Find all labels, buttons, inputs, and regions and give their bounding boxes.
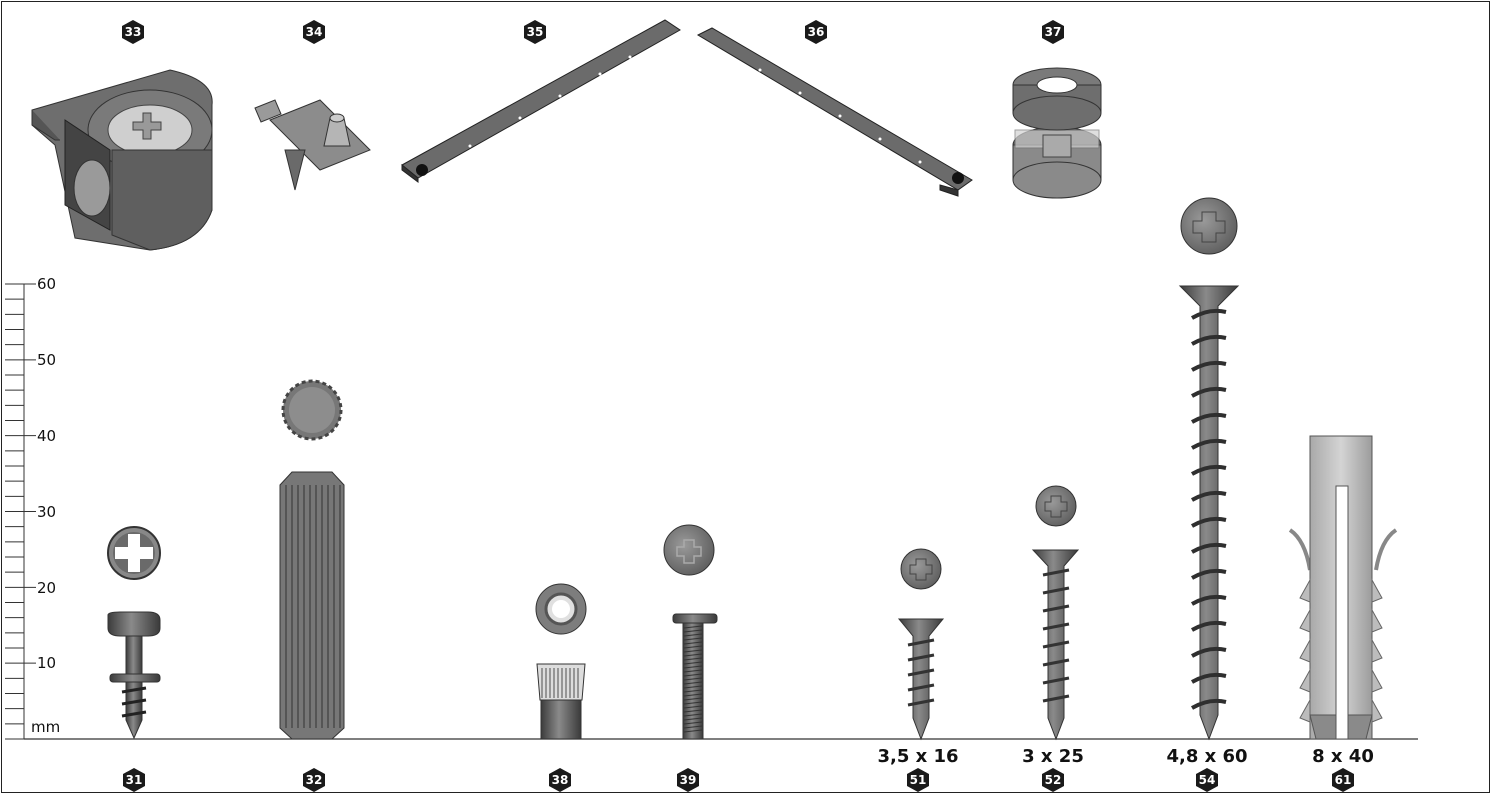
part-badge-39: 39 [675,767,701,793]
screw-icon [897,548,945,741]
part-number: 35 [526,25,544,39]
size-label-61: 8 x 40 [1312,746,1374,767]
part-badge-37: 37 [1040,19,1066,45]
part-badge-34: 34 [301,19,327,45]
adjustable-foot-icon [1012,67,1102,199]
part-number: 38 [551,773,569,787]
part-number: 33 [124,25,142,39]
threaded-insert-icon [535,583,587,740]
part-badge-51: 51 [905,767,931,793]
ruler-label-60: 60 [37,275,57,293]
drawer-runner-right-icon [696,27,973,197]
size-label-51: 3,5 x 16 [877,746,959,767]
size-label-54: 4,8 x 60 [1166,746,1248,767]
part-number: 36 [807,25,825,39]
part-number: 54 [1198,773,1216,787]
wall-plug-icon [1288,435,1398,740]
ruler-label-20: 20 [37,579,57,597]
part-number: 37 [1044,25,1062,39]
connector-bolt-icon [663,524,718,740]
screw-icon [1178,197,1240,741]
screw-icon [1031,485,1080,741]
part-badge-61: 61 [1330,767,1356,793]
part-badge-32: 32 [301,767,327,793]
part-number: 52 [1044,773,1062,787]
wooden-dowel-icon [279,379,345,740]
ruler-label-10: 10 [37,654,57,672]
part-badge-54: 54 [1194,767,1220,793]
size-label-52: 3 x 25 [1022,746,1084,767]
part-badge-38: 38 [547,767,573,793]
part-number: 34 [305,25,323,39]
ruler-label-30: 30 [37,503,57,521]
part-number: 61 [1334,773,1352,787]
part-badge-36: 36 [803,19,829,45]
part-number: 32 [305,773,323,787]
ruler-label-50: 50 [37,351,57,369]
mm-ruler [5,283,36,740]
part-number: 39 [679,773,697,787]
cam-lock-housing-icon [31,69,213,251]
shelf-support-pin-icon [254,99,371,191]
cam-bolt-icon [107,526,161,740]
drawer-runner-left-icon [401,19,681,183]
part-badge-52: 52 [1040,767,1066,793]
part-number: 51 [909,773,927,787]
part-number: 31 [125,773,143,787]
part-badge-35: 35 [522,19,548,45]
ruler-label-40: 40 [37,427,57,445]
part-badge-31: 31 [121,767,147,793]
ruler-unit: mm [31,718,61,736]
part-badge-33: 33 [120,19,146,45]
